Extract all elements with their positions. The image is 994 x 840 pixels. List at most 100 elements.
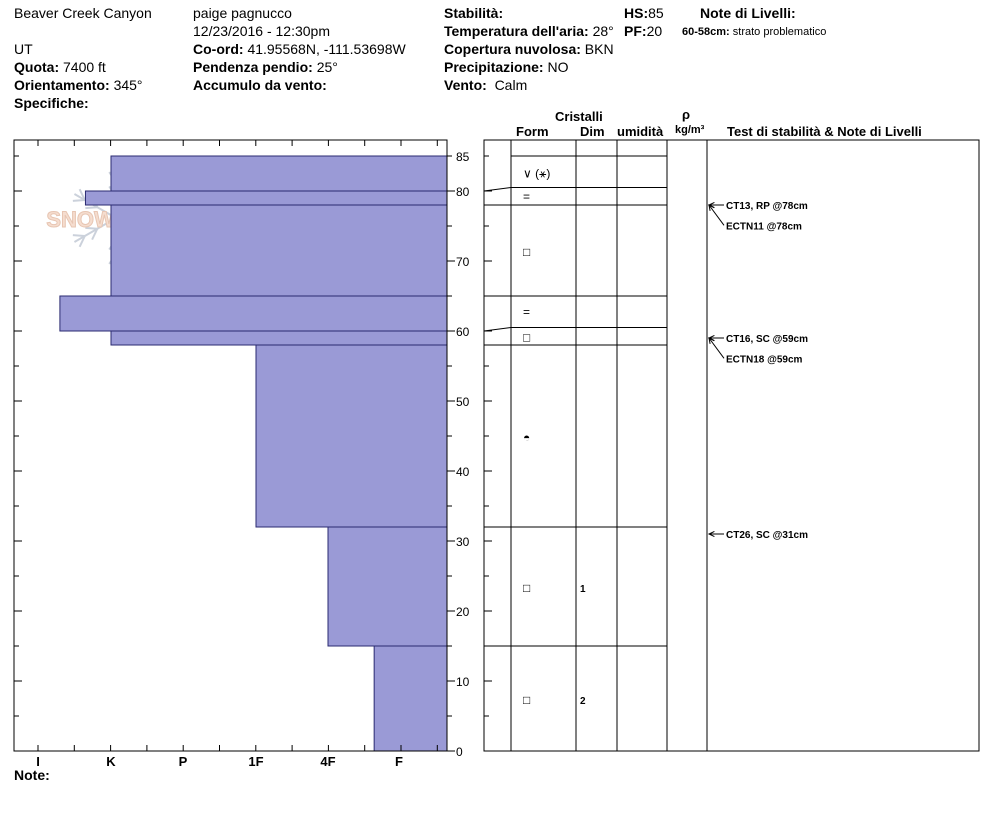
hs-row: HS:85	[624, 4, 664, 22]
pf-value: 20	[646, 23, 663, 39]
stability-label: Stabilità:	[444, 5, 504, 21]
layer-table-frame	[483, 139, 980, 752]
air-temp-label: Temperatura dell'aria:	[444, 23, 589, 39]
hardness-plot-frame	[13, 139, 448, 752]
crystal-form: =	[523, 190, 530, 204]
hardness-tick-label: 4F	[320, 754, 335, 769]
observer: paige pagnucco	[193, 5, 292, 21]
test-arrow-head	[707, 530, 715, 538]
layer-connector	[483, 327, 512, 332]
col-moisture: umidità	[617, 124, 664, 139]
datetime: 12/23/2016 - 12:30pm	[193, 23, 330, 39]
y-tick-label: 50	[456, 395, 470, 409]
layer-note-range: 60-58cm:	[682, 26, 730, 38]
elevation-row: Quota: 7400 ft	[14, 58, 106, 76]
flake-arm	[73, 217, 117, 243]
coord-value: 41.95568N, -111.53698W	[247, 41, 406, 57]
layer-note-text: strato problematico	[732, 26, 827, 38]
hardness-bar	[59, 295, 448, 332]
layer-notes-title: Note di Livelli:	[700, 5, 796, 21]
flake-arm	[73, 193, 117, 219]
y-tick-label: 0	[456, 745, 463, 759]
col-form: Form	[516, 124, 549, 139]
stability-test: CT16, SC @59cm	[707, 334, 808, 345]
crystal-form: ∨ (⚹)	[523, 167, 550, 181]
aspect-label: Orientamento:	[14, 77, 110, 93]
col-tests-notes: Test di stabilità & Note di Livelli	[727, 124, 922, 139]
wind-loading-row: Accumulo da vento:	[193, 76, 327, 94]
pf-row: PF:20	[624, 22, 662, 40]
test-arrow-head	[708, 337, 715, 344]
elevation-label: Quota:	[14, 59, 60, 75]
crystal-size: 2	[580, 696, 586, 707]
test-label: ECTN11 @78cm	[726, 221, 802, 232]
y-tick-label: 10	[456, 675, 470, 689]
slope-value: 25°	[316, 59, 338, 75]
wind-label: Vento:	[444, 77, 487, 93]
crystal-form: □	[523, 581, 530, 595]
cloud-row: Copertura nuvolosa: BKN	[444, 40, 614, 58]
crystal-form: ◓	[523, 430, 530, 444]
coord-row: Co-ord: 41.95568N, -111.53698W	[193, 40, 406, 58]
slope-row: Pendenza pendio: 25°	[193, 58, 338, 76]
slope-label: Pendenza pendio:	[193, 59, 313, 75]
hardness-bar	[110, 155, 448, 192]
hardness-bar	[110, 330, 448, 346]
cloud-label: Copertura nuvolosa:	[444, 41, 581, 57]
y-tick-label: 60	[456, 325, 470, 339]
specifics-label: Specifiche:	[14, 95, 89, 111]
hardness-bar	[327, 526, 448, 647]
aspect-row: Orientamento: 345°	[14, 76, 143, 94]
col-rho: ρ	[682, 107, 691, 122]
stability-test: ECTN18 @59cm	[708, 337, 803, 365]
precip-label: Precipitazione:	[444, 59, 544, 75]
flake-branch	[72, 199, 85, 202]
test-arrow-line	[708, 337, 725, 359]
precip-row: Precipitazione: NO	[444, 58, 568, 76]
hs-value: 85	[648, 5, 664, 21]
cloud-value: BKN	[584, 41, 614, 57]
layer-note: 60-58cm: strato problematico	[682, 23, 826, 41]
table-column-dividers	[510, 140, 708, 751]
precip-value: NO	[547, 59, 569, 75]
flake-branch	[78, 188, 86, 201]
hardness-bar	[373, 645, 448, 752]
crystal-form: □	[523, 245, 530, 259]
wind-row: Vento: Calm	[444, 76, 527, 94]
flake-branch	[78, 235, 86, 248]
wind-loading-label: Accumulo da vento:	[193, 77, 327, 93]
col-density-unit: kg/m³	[675, 124, 705, 136]
test-label: CT26, SC @31cm	[726, 530, 808, 541]
stability-test: CT26, SC @31cm	[707, 530, 808, 541]
coord-label: Co-ord:	[193, 41, 244, 57]
crystal-form: =	[523, 305, 530, 319]
wind-value: Calm	[494, 77, 528, 93]
hardness-tick-label: 1F	[248, 754, 263, 769]
layer-connector	[483, 187, 512, 192]
elevation-value: 7400 ft	[63, 59, 106, 75]
crystal-form: □	[523, 693, 530, 707]
test-label: CT16, SC @59cm	[726, 334, 808, 345]
hardness-bar	[110, 204, 448, 297]
y-tick-label: 20	[456, 605, 470, 619]
air-temp-row: Temperatura dell'aria: 28°	[444, 22, 614, 40]
col-size: Dim	[580, 124, 605, 139]
test-label: ECTN18 @59cm	[726, 354, 803, 365]
notes-label: Note:	[14, 767, 50, 783]
flake-branch	[85, 226, 98, 230]
hardness-tick-label: F	[395, 754, 403, 769]
y-tick-label: 80	[456, 185, 470, 199]
flake-branch	[85, 206, 98, 210]
test-arrow-head	[708, 204, 715, 211]
pf-label: PF:	[624, 23, 647, 39]
stability-test: CT13, RP @78cm	[707, 201, 808, 212]
hs-label: HS:	[624, 5, 649, 21]
flake-branch	[91, 228, 99, 241]
y-tick-label: 85	[456, 150, 470, 164]
col-crystals: Cristalli	[555, 109, 603, 124]
specifics-row: Specifiche:	[14, 94, 89, 112]
location: Beaver Creek Canyon	[14, 5, 152, 21]
y-tick-label: 30	[456, 535, 470, 549]
test-arrow-line	[708, 204, 725, 226]
